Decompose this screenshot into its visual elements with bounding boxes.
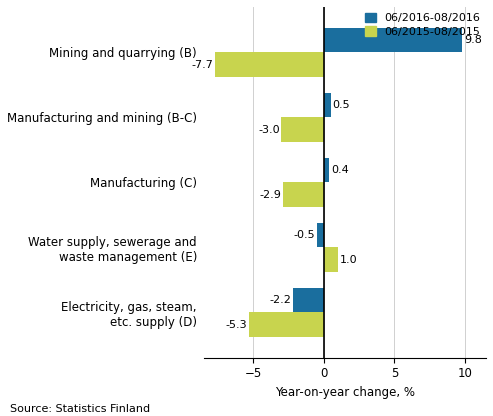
Text: -2.9: -2.9 (259, 190, 281, 200)
Bar (293, 287, 324, 312)
Text: -3.0: -3.0 (258, 125, 280, 135)
Text: -7.7: -7.7 (192, 60, 213, 70)
Text: Source: Statistics Finland: Source: Statistics Finland (10, 404, 150, 414)
Text: -2.2: -2.2 (269, 295, 291, 305)
Bar (215, 52, 324, 77)
Bar (324, 93, 331, 117)
Bar (282, 117, 324, 142)
X-axis label: Year-on-year change, %: Year-on-year change, % (275, 386, 415, 399)
Bar (324, 158, 329, 182)
Bar (324, 28, 462, 52)
Bar (317, 223, 324, 248)
Bar (324, 248, 338, 272)
Bar (283, 182, 324, 207)
Text: 0.4: 0.4 (331, 165, 349, 175)
Bar (249, 312, 324, 337)
Text: 1.0: 1.0 (340, 255, 357, 265)
Text: 9.8: 9.8 (464, 35, 482, 45)
Legend: 06/2016-08/2016, 06/2015-08/2015: 06/2016-08/2016, 06/2015-08/2015 (365, 12, 481, 37)
Text: 0.5: 0.5 (333, 100, 350, 110)
Text: -5.3: -5.3 (226, 319, 247, 329)
Text: -0.5: -0.5 (293, 230, 315, 240)
